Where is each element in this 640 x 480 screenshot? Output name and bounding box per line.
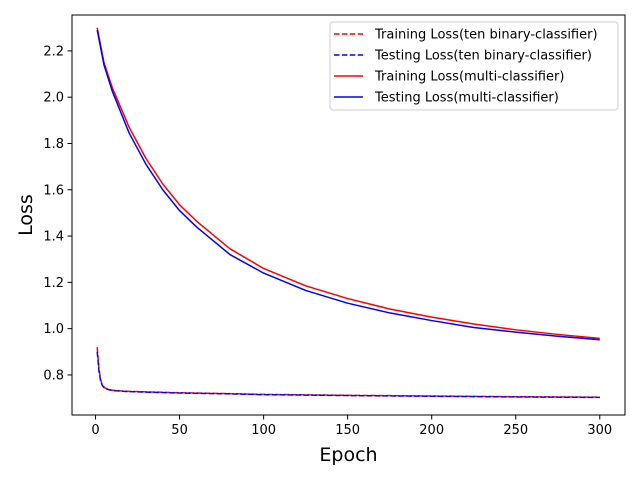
plot-frame: [71, 14, 626, 416]
y-tick-label: 1.6: [43, 183, 64, 198]
y-tick-label: 2.2: [43, 44, 64, 59]
x-axis-label: Epoch: [319, 444, 377, 466]
y-axis: 0.8 1.0 1.2 1.4 1.6 1.8 2.0 2.2: [43, 44, 72, 383]
y-axis-label: Loss: [15, 194, 37, 236]
legend-label-1: Training Loss(ten binary-classifier): [374, 28, 598, 43]
series-layer: [96, 27, 600, 399]
x-tick-label: 250: [503, 423, 528, 438]
x-tick-label: 150: [335, 423, 360, 438]
series-line-2-testing-loss-ten-binary-classifier: [96, 351, 600, 399]
y-tick-label: 1.0: [43, 322, 64, 337]
x-tick-label: 50: [171, 423, 188, 438]
y-tick-label: 1.4: [43, 230, 64, 245]
legend-label-2: Testing Loss(ten binary-classifier): [374, 49, 592, 64]
x-tick-label: 0: [91, 423, 99, 438]
y-tick-label: 2.0: [43, 91, 64, 106]
series-line-4-testing-loss-multi-classifier: [96, 29, 600, 341]
y-tick-label: 1.2: [43, 276, 64, 291]
legend-box: [329, 21, 619, 111]
legend: Training Loss(ten binary-classifier) Test…: [329, 21, 619, 111]
legend-label-3: Training Loss(multi-classifier): [374, 70, 564, 85]
y-tick-label: 1.8: [43, 137, 64, 152]
y-tick-label: 0.8: [43, 368, 64, 383]
x-tick-label: 200: [419, 423, 444, 438]
x-axis: 0 50 100 150 200 250 300: [91, 415, 612, 438]
series-line-3-training-loss-multi-classifier: [96, 27, 600, 340]
x-tick-label: 300: [587, 423, 612, 438]
legend-label-4: Testing Loss(multi-classifier): [374, 91, 559, 106]
x-tick-label: 100: [251, 423, 276, 438]
